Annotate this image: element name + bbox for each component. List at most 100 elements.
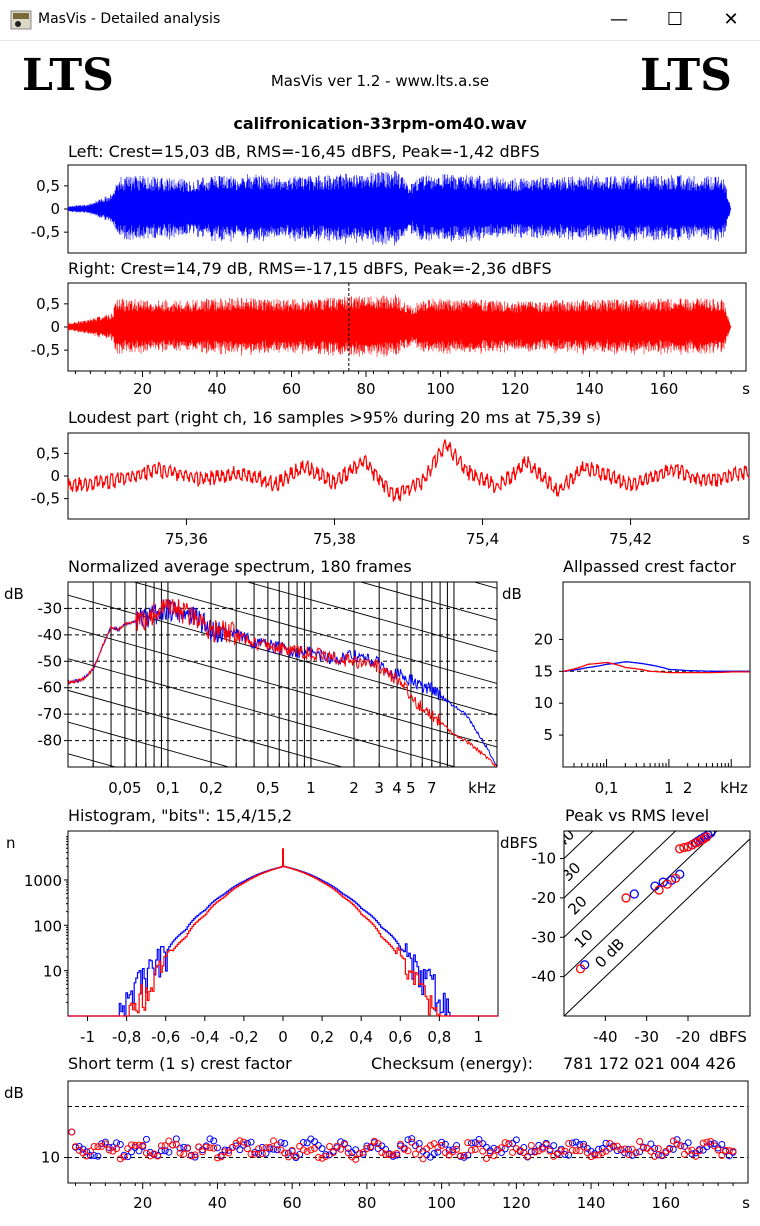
shortcrest-point-left xyxy=(408,1135,416,1143)
spectrum-ytick-label: -60 xyxy=(38,679,63,697)
shortcrest-point-right xyxy=(206,1144,214,1152)
shortcrest-point-right xyxy=(550,1152,558,1160)
shortcrest-point-right xyxy=(591,1151,599,1159)
shortcrest-point-right xyxy=(221,1148,229,1156)
maximize-button[interactable]: ☐ xyxy=(666,9,684,30)
peakrms-crest-label: 10 xyxy=(571,926,597,952)
spectrum-xtick-label: 0,2 xyxy=(199,779,223,797)
shortcrest-point-right xyxy=(240,1138,248,1146)
shortcrest-point-right xyxy=(583,1149,591,1157)
shortcrest-point-right xyxy=(565,1140,573,1148)
peakrms-plot-area: 40 30 20 100 dB xyxy=(564,831,750,1016)
shortcrest-point-left xyxy=(602,1139,610,1147)
shortcrest-point-left xyxy=(251,1148,259,1156)
right-channel-xtick-label: 140 xyxy=(575,380,604,398)
peakrms-y-unit: dBFS xyxy=(500,834,538,852)
shortcrest-point-left xyxy=(707,1140,715,1148)
shortcrest-point-right xyxy=(453,1145,461,1153)
shortcrest-point-left xyxy=(438,1138,446,1146)
shortcrest-point-right xyxy=(322,1152,330,1160)
peakrms-xtick-label: -20 xyxy=(676,1028,701,1046)
shortcrest-point-right xyxy=(479,1147,487,1155)
shortcrest-point-right xyxy=(568,1146,576,1154)
spectrum-xtick-label: 7 xyxy=(427,779,437,797)
spectrum-slope-line xyxy=(132,582,497,684)
shortcrest-point-right xyxy=(135,1141,143,1149)
shortcrest-point-right xyxy=(411,1150,419,1158)
right-channel-title: Right: Crest=14,79 dB, RMS=-17,15 dBFS, … xyxy=(68,259,552,278)
shortcrest-point-right xyxy=(710,1142,718,1150)
right-channel-xtick-label: 120 xyxy=(501,380,530,398)
left-channel-waveform xyxy=(67,171,732,246)
shortcrest-point-left xyxy=(673,1136,681,1144)
shortcrest-point-right xyxy=(154,1152,162,1160)
right-channel-xtick-label: 80 xyxy=(356,380,375,398)
shortcrest-point-right xyxy=(243,1145,251,1153)
shortcrest-point-left xyxy=(475,1135,483,1143)
shortcrest-point-right xyxy=(113,1145,121,1153)
shortcrest-point-right xyxy=(516,1147,524,1155)
shortcrest-point-right xyxy=(195,1143,203,1151)
minimize-button[interactable]: — xyxy=(610,9,628,30)
shortcrest-title: Short term (1 s) crest factor xyxy=(68,1054,292,1073)
loudest-ytick-label: 0,5 xyxy=(36,444,60,462)
shortcrest-point-right xyxy=(397,1140,405,1148)
spectrum-xtick-label: 1 xyxy=(306,779,316,797)
spectrum-slope-line xyxy=(68,626,497,748)
allpass-x-unit: kHz xyxy=(720,779,748,797)
shortcrest-point-right xyxy=(288,1146,296,1154)
logo-left: LTS xyxy=(22,50,114,101)
peakrms-crest-line xyxy=(564,831,594,860)
shortcrest-point-left xyxy=(464,1151,472,1159)
spectrum-slope-line xyxy=(68,342,497,462)
shortcrest-point-right xyxy=(598,1149,606,1157)
shortcrest-point-left xyxy=(482,1143,490,1151)
peakrms-crest-label: 0 dB xyxy=(591,935,628,972)
allpass-xtick-label: 0,1 xyxy=(595,779,619,797)
peakrms-point-left xyxy=(629,889,639,899)
shortcrest-point-right xyxy=(329,1149,337,1157)
shortcrest-point-left xyxy=(281,1139,289,1147)
shortcrest-point-right xyxy=(688,1146,696,1154)
shortcrest-point-right xyxy=(367,1143,375,1151)
shortcrest-point-right xyxy=(572,1147,580,1155)
shortcrest-point-left xyxy=(94,1152,102,1160)
shortcrest-point-right xyxy=(699,1139,707,1147)
shortcrest-point-right xyxy=(527,1141,535,1149)
peakrms-point-right xyxy=(662,879,672,889)
peakrms-crest-line xyxy=(564,831,677,938)
spectrum-xtick-label: 0,5 xyxy=(256,779,280,797)
shortcrest-point-right xyxy=(262,1144,270,1152)
shortcrest-point-right xyxy=(673,1140,681,1148)
checksum-value: 781 172 021 004 426 xyxy=(563,1054,737,1073)
shortcrest-point-right xyxy=(180,1150,188,1158)
shortcrest-point-right xyxy=(680,1150,688,1158)
peakrms-point-right xyxy=(679,842,689,853)
left-channel-ytick-label: 0,5 xyxy=(36,177,60,195)
shortcrest-point-right xyxy=(191,1151,199,1159)
shortcrest-point-right xyxy=(284,1153,292,1161)
histogram-xtick-label: 1 xyxy=(474,1028,484,1046)
shortcrest-point-right xyxy=(460,1151,468,1159)
shortcrest-point-right xyxy=(415,1145,423,1153)
close-button[interactable]: ✕ xyxy=(723,9,739,30)
right-channel-ytick-label: -0,5 xyxy=(31,341,60,359)
shortcrest-point-left xyxy=(206,1135,214,1143)
shortcrest-point-left xyxy=(509,1139,517,1147)
shortcrest-xtick-label: 160 xyxy=(651,1194,680,1212)
spectrum-slope-line xyxy=(245,582,497,653)
shortcrest-point-left xyxy=(322,1151,330,1159)
loudest-ytick-label: 0 xyxy=(50,467,60,485)
shortcrest-point-right xyxy=(718,1151,726,1159)
shortcrest-point-left xyxy=(725,1152,733,1160)
shortcrest-point-left xyxy=(191,1153,199,1161)
loudest-part-title: Loudest part (right ch, 16 samples >95% … xyxy=(68,408,602,427)
shortcrest-point-right xyxy=(419,1155,427,1163)
shortcrest-point-right xyxy=(725,1147,733,1155)
shortcrest-point-left xyxy=(232,1142,240,1150)
shortcrest-point-right xyxy=(531,1148,539,1156)
shortcrest-point-right xyxy=(228,1143,236,1151)
shortcrest-point-right xyxy=(83,1152,91,1160)
spectrum-series-right xyxy=(68,598,497,767)
shortcrest-point-left xyxy=(490,1144,498,1152)
